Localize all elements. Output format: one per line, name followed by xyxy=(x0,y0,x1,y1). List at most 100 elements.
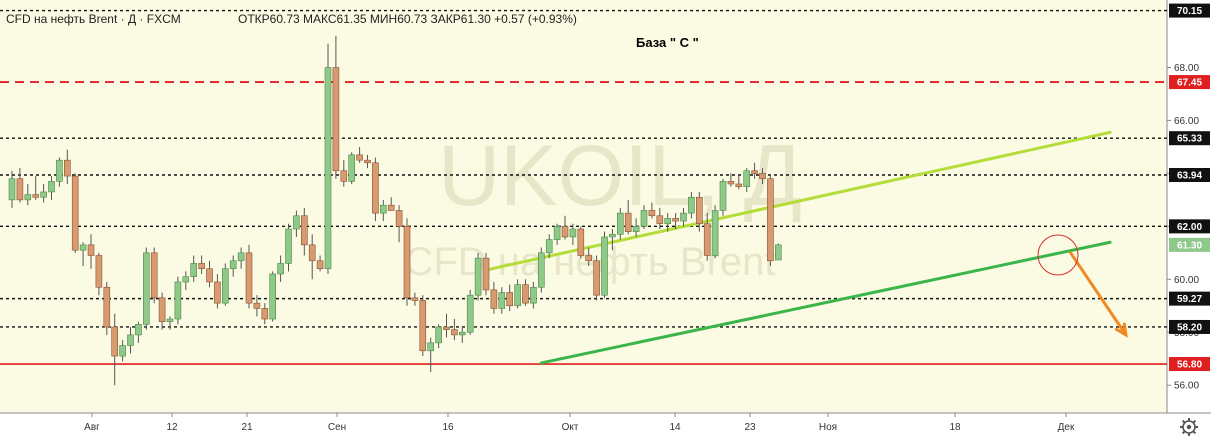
candles xyxy=(8,35,782,386)
candle-body xyxy=(577,228,585,256)
candle-body xyxy=(466,294,474,333)
candle-body xyxy=(403,226,411,299)
candle xyxy=(293,210,300,237)
candle xyxy=(593,255,600,301)
projection-arrow-head xyxy=(1114,322,1128,338)
candle xyxy=(316,255,324,272)
candle xyxy=(56,157,63,187)
candle-body xyxy=(395,210,403,227)
plot-background xyxy=(0,0,1167,413)
candle-body xyxy=(111,326,118,357)
candle-body xyxy=(71,175,79,251)
candle xyxy=(111,313,118,386)
current-price-text: 61.30 xyxy=(1177,240,1202,251)
candle xyxy=(253,295,261,317)
candle xyxy=(490,281,498,314)
candle-body xyxy=(553,226,561,240)
candle xyxy=(506,284,514,312)
x-tick-label: 12 xyxy=(166,422,178,433)
candle xyxy=(688,191,695,219)
candle-body xyxy=(695,196,703,225)
candle-body xyxy=(64,159,71,177)
candle-body xyxy=(214,281,221,304)
candle xyxy=(16,168,24,203)
candle xyxy=(356,146,363,163)
candle xyxy=(364,154,371,169)
candle xyxy=(64,149,71,184)
gear-icon[interactable] xyxy=(1180,418,1198,436)
candle-body xyxy=(87,244,95,256)
candle xyxy=(774,243,782,261)
candle xyxy=(71,173,79,253)
candle xyxy=(387,197,395,211)
price-label-box xyxy=(1169,319,1210,334)
candle xyxy=(87,234,95,269)
candle xyxy=(522,279,529,306)
candle-body xyxy=(616,212,624,235)
candle xyxy=(443,313,450,338)
candle-body xyxy=(648,210,656,217)
candle-body xyxy=(585,255,593,262)
candle xyxy=(198,255,205,275)
candle xyxy=(332,35,340,179)
candle xyxy=(451,319,458,341)
x-tick-label: Ноя xyxy=(819,422,837,433)
time-ticks: Авг 12 21 Сен 16 Окт 14 23 Ноя 18 Дек xyxy=(84,413,1075,433)
header-symbol: CFD на нефть Brent · Д · FXCM xyxy=(6,12,181,26)
header-ohlc: ОТКР60.73 МАКС61.35 МИН60.73 ЗАКР61.30 +… xyxy=(238,12,577,26)
candle-body xyxy=(656,215,664,225)
candle-body xyxy=(767,178,774,262)
candle xyxy=(103,281,111,335)
candle xyxy=(166,316,174,330)
price-label-text: 65.33 xyxy=(1177,134,1202,145)
y-tick-label: 60.00 xyxy=(1174,275,1199,286)
candle-body xyxy=(751,170,758,174)
candle xyxy=(269,271,277,322)
candle-body xyxy=(735,183,743,187)
price-label-text: 70.15 xyxy=(1177,6,1202,17)
price-label-box xyxy=(1169,167,1210,182)
price-axis-background xyxy=(1167,0,1211,413)
candle xyxy=(767,176,774,267)
candle-body xyxy=(245,252,253,304)
candle xyxy=(245,244,253,309)
x-tick-label: Авг xyxy=(84,422,100,433)
y-tick-label: 66.00 xyxy=(1174,116,1199,127)
price-label-text: 58.20 xyxy=(1177,322,1202,333)
candle-body xyxy=(348,154,356,182)
candle xyxy=(206,260,213,288)
x-tick-label: Окт xyxy=(562,422,579,433)
candle-body xyxy=(332,67,340,172)
candle-body xyxy=(277,263,284,275)
candle xyxy=(743,168,751,192)
candle-body xyxy=(364,159,371,164)
candle xyxy=(624,199,632,235)
candle xyxy=(735,176,743,190)
candle xyxy=(553,223,561,245)
candle-body xyxy=(474,257,482,296)
candle xyxy=(419,295,427,357)
candle-body xyxy=(727,181,735,185)
candle-body xyxy=(522,284,529,304)
candle xyxy=(530,281,537,309)
highlight-circle xyxy=(1037,234,1079,276)
candle xyxy=(656,207,664,230)
candle-body xyxy=(182,276,190,283)
candle-body xyxy=(150,252,158,299)
candle xyxy=(395,205,403,243)
candle-body xyxy=(237,252,245,262)
candle-body xyxy=(427,342,435,352)
candle xyxy=(537,247,545,293)
price-label-box xyxy=(1169,291,1210,306)
candle-body xyxy=(253,302,261,309)
candle-body xyxy=(198,263,205,270)
price-label-box xyxy=(1169,131,1210,146)
candle xyxy=(601,231,608,298)
candle-body xyxy=(609,233,616,238)
horizontal-levels xyxy=(0,9,1167,365)
candle-body xyxy=(95,255,103,288)
candle xyxy=(308,234,316,280)
price-label-box xyxy=(1169,75,1210,90)
candle-body xyxy=(435,326,442,344)
